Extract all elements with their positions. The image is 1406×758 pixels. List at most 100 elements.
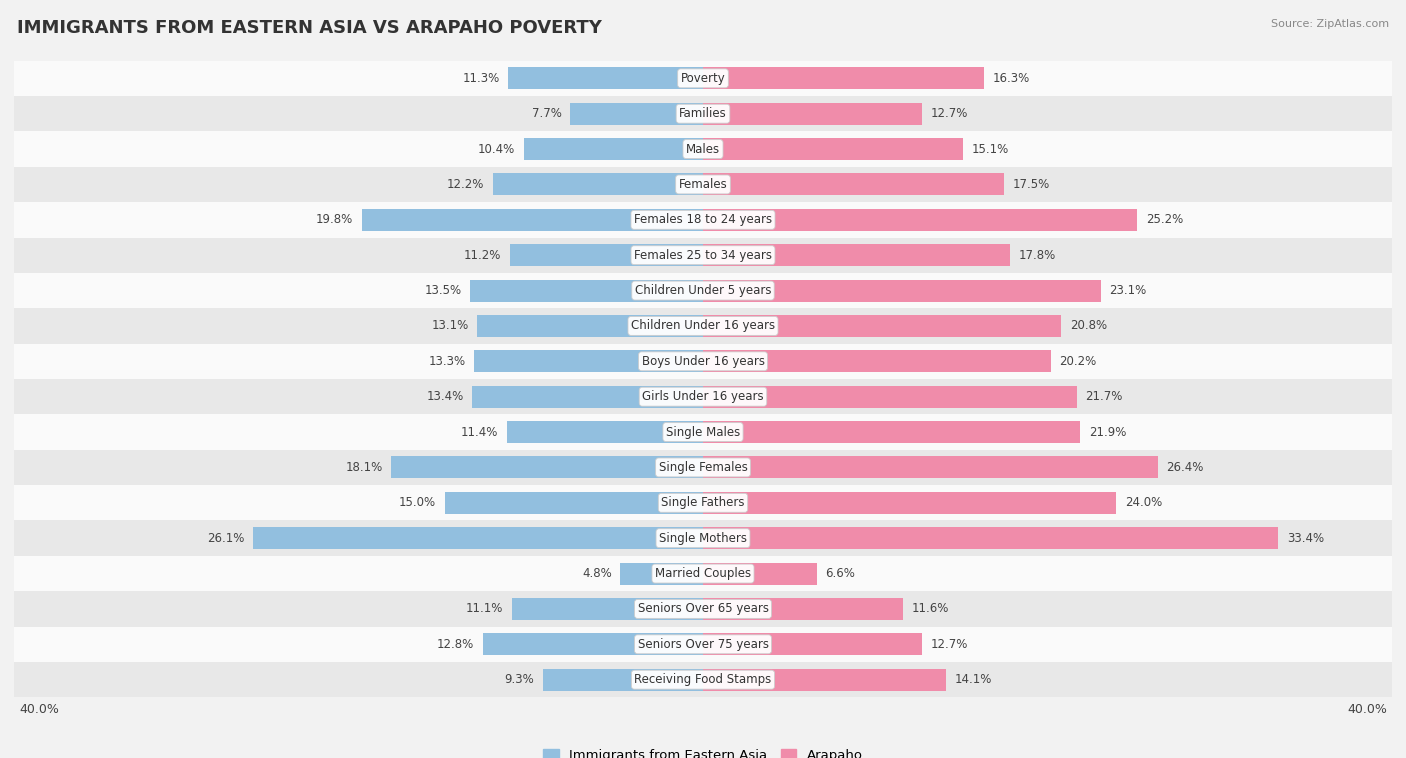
Bar [512,598,703,620]
Text: Single Males: Single Males [666,425,740,439]
Bar [391,456,703,478]
Bar [509,67,703,89]
Bar [14,379,1392,415]
Bar [14,273,1392,309]
Text: 24.0%: 24.0% [1125,496,1163,509]
Text: 16.3%: 16.3% [993,72,1029,85]
Text: 12.8%: 12.8% [437,637,474,651]
Bar [620,562,703,584]
Text: 12.7%: 12.7% [931,107,967,121]
Text: Females 18 to 24 years: Females 18 to 24 years [634,213,772,227]
Bar [14,309,1392,343]
Bar [478,315,703,337]
Text: 11.4%: 11.4% [461,425,498,439]
Text: Males: Males [686,143,720,155]
Text: Families: Families [679,107,727,121]
Text: Boys Under 16 years: Boys Under 16 years [641,355,765,368]
Text: 11.2%: 11.2% [464,249,502,262]
Bar [14,662,1392,697]
Text: 10.4%: 10.4% [478,143,515,155]
Text: Females: Females [679,178,727,191]
Bar [703,315,1062,337]
Bar [506,421,703,443]
Bar [472,386,703,408]
Text: 40.0%: 40.0% [20,703,59,716]
Text: 4.8%: 4.8% [582,567,612,580]
Bar [474,350,703,372]
Bar [703,456,1157,478]
Bar [703,209,1137,230]
Text: Girls Under 16 years: Girls Under 16 years [643,390,763,403]
Bar [14,556,1392,591]
Bar [14,202,1392,237]
Text: Single Mothers: Single Mothers [659,531,747,545]
Text: 40.0%: 40.0% [1347,703,1386,716]
Bar [14,485,1392,521]
Text: 26.4%: 26.4% [1167,461,1204,474]
Text: 13.3%: 13.3% [429,355,465,368]
Bar [703,386,1077,408]
Bar [703,103,922,124]
Bar [14,591,1392,627]
Bar [703,528,1278,549]
Text: 18.1%: 18.1% [346,461,382,474]
Text: 26.1%: 26.1% [208,531,245,545]
Text: 17.8%: 17.8% [1018,249,1056,262]
Bar [510,244,703,266]
Bar [14,343,1392,379]
Bar [703,350,1050,372]
Text: 13.5%: 13.5% [425,284,461,297]
Text: 11.6%: 11.6% [911,603,949,615]
Text: 33.4%: 33.4% [1286,531,1324,545]
Text: 14.1%: 14.1% [955,673,991,686]
Text: 15.1%: 15.1% [972,143,1010,155]
Bar [14,449,1392,485]
Text: IMMIGRANTS FROM EASTERN ASIA VS ARAPAHO POVERTY: IMMIGRANTS FROM EASTERN ASIA VS ARAPAHO … [17,19,602,37]
Bar [543,669,703,691]
Text: 21.7%: 21.7% [1085,390,1123,403]
Text: 11.1%: 11.1% [465,603,503,615]
Text: 23.1%: 23.1% [1109,284,1147,297]
Bar [494,174,703,196]
Bar [14,521,1392,556]
Bar [703,280,1101,302]
Text: Single Females: Single Females [658,461,748,474]
Text: 19.8%: 19.8% [316,213,353,227]
Text: 7.7%: 7.7% [531,107,562,121]
Bar [703,669,946,691]
Bar [14,237,1392,273]
Bar [14,627,1392,662]
Text: Receiving Food Stamps: Receiving Food Stamps [634,673,772,686]
Bar [703,174,1004,196]
Text: Poverty: Poverty [681,72,725,85]
Bar [703,492,1116,514]
Bar [703,421,1080,443]
Text: Children Under 16 years: Children Under 16 years [631,319,775,333]
Text: Seniors Over 65 years: Seniors Over 65 years [637,603,769,615]
Text: 11.3%: 11.3% [463,72,499,85]
Text: Single Fathers: Single Fathers [661,496,745,509]
Bar [524,138,703,160]
Bar [14,96,1392,131]
Text: 12.2%: 12.2% [447,178,484,191]
Text: 20.8%: 20.8% [1070,319,1107,333]
Bar [361,209,703,230]
Bar [703,598,903,620]
Text: Source: ZipAtlas.com: Source: ZipAtlas.com [1271,19,1389,29]
Text: 9.3%: 9.3% [505,673,534,686]
Text: 21.9%: 21.9% [1088,425,1126,439]
Text: 15.0%: 15.0% [399,496,436,509]
Bar [703,634,922,655]
Bar [14,415,1392,449]
Text: 13.1%: 13.1% [432,319,468,333]
Bar [14,61,1392,96]
Text: 12.7%: 12.7% [931,637,967,651]
Text: Married Couples: Married Couples [655,567,751,580]
Bar [703,138,963,160]
Bar [444,492,703,514]
Bar [703,67,984,89]
Legend: Immigrants from Eastern Asia, Arapaho: Immigrants from Eastern Asia, Arapaho [537,744,869,758]
Bar [253,528,703,549]
Text: 6.6%: 6.6% [825,567,855,580]
Bar [571,103,703,124]
